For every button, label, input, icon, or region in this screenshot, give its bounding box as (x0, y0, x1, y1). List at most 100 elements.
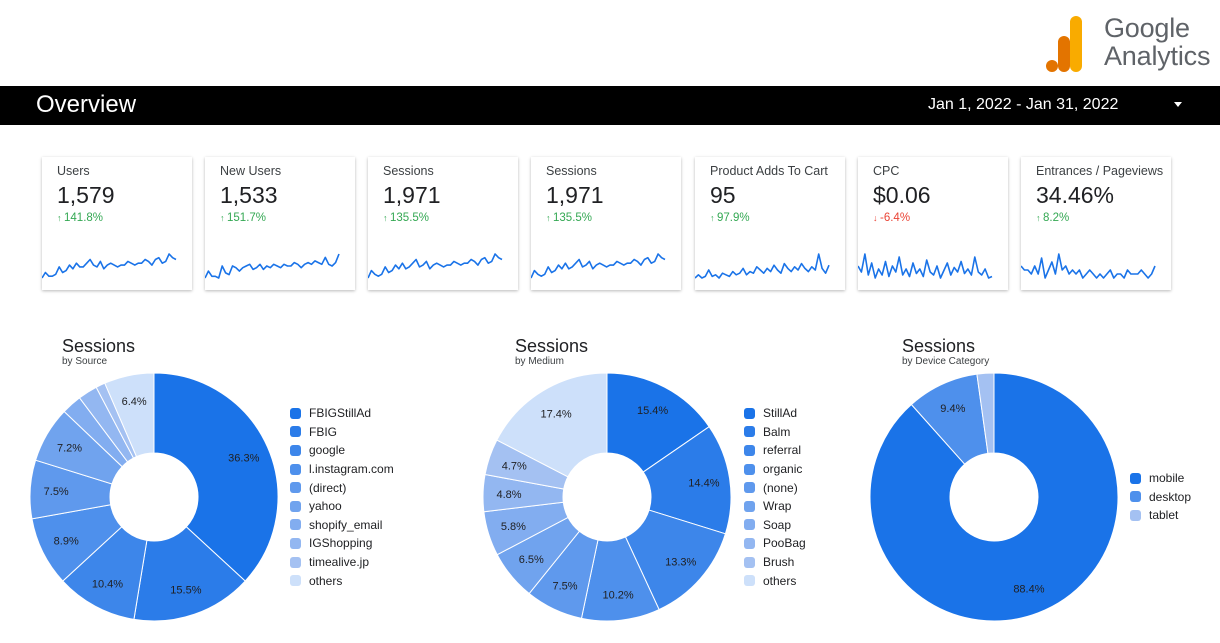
legend-swatch (290, 444, 301, 456)
scorecard-change-value: 141.8% (64, 212, 104, 224)
legend-item[interactable]: others (290, 571, 394, 590)
legend-item[interactable]: timealive.jp (290, 553, 394, 572)
donut-chart[interactable]: 36.3% 15.5% 10.4% 8.9% 7.5% 7.2% 6.4% (28, 371, 280, 623)
legend-swatch (744, 444, 755, 456)
donut-slice[interactable] (624, 509, 727, 611)
scorecard-change: ↑ 151.7% (220, 212, 266, 224)
chart-subtitle: by Source (62, 356, 108, 367)
scorecard-change: ↑ 135.5% (546, 212, 592, 224)
legend-label: FBIGStillAd (309, 406, 372, 421)
legend-swatch (744, 407, 755, 419)
sparkline-chart (858, 253, 993, 279)
scorecard-label: Users (57, 164, 90, 178)
slice-label: 6.5% (519, 554, 544, 566)
date-range-picker[interactable]: Jan 1, 2022 - Jan 31, 2022 (928, 96, 1119, 113)
arrow-up-icon: ↑ (220, 213, 228, 223)
legend-item[interactable]: FBIGStillAd (290, 404, 394, 423)
slice-label: 36.3% (228, 453, 259, 465)
sparkline-series (531, 253, 666, 279)
donut-slice[interactable] (496, 372, 608, 478)
scorecard[interactable]: CPC $0.06 ↓ -6.4% (858, 157, 1008, 290)
slice-label: 7.5% (552, 581, 577, 593)
scorecard-value: 34.46% (1036, 182, 1115, 208)
chart-legend: mobile desktop tablet (1130, 469, 1191, 525)
legend-item[interactable]: Wrap (744, 497, 806, 516)
donut-slice[interactable] (976, 372, 995, 454)
legend-swatch (744, 463, 755, 475)
legend-item[interactable]: yahoo (290, 497, 394, 516)
legend-item[interactable]: Soap (744, 516, 806, 535)
scorecard-value: 1,971 (383, 182, 441, 208)
donut-chart[interactable]: 15.4% 14.4% 13.3% 10.2% 7.5% 6.5% 5.8% 4.8% 4.7%… (481, 371, 733, 623)
chevron-down-icon[interactable] (1174, 102, 1182, 107)
legend-item[interactable]: tablet (1130, 506, 1191, 525)
sparkline-chart (531, 253, 666, 279)
scorecard-change-value: -6.4% (880, 212, 911, 224)
legend-label: referral (763, 443, 802, 458)
chart-title: Sessions (515, 336, 589, 356)
legend-item[interactable]: (direct) (290, 478, 394, 497)
legend-label: IGShopping (309, 536, 373, 551)
chart-legend: FBIGStillAd FBIG google l.instagram.com (dir… (290, 404, 394, 590)
legend-label: others (309, 573, 343, 588)
slice-label: 9.4% (940, 403, 965, 415)
scorecard[interactable]: Sessions 1,971 ↑ 135.5% (531, 157, 681, 290)
scorecard-change: ↑ 97.9% (710, 212, 750, 224)
legend-item[interactable]: desktop (1130, 488, 1191, 507)
arrow-down-icon: ↓ (873, 213, 881, 223)
scorecard[interactable]: Product Adds To Cart 95 ↑ 97.9% (695, 157, 845, 290)
donut-slice[interactable] (153, 372, 279, 582)
legend-item[interactable]: referral (744, 441, 806, 460)
scorecard[interactable]: New Users 1,533 ↑ 151.7% (205, 157, 355, 290)
legend-label: mobile (1149, 471, 1185, 486)
legend-swatch (290, 482, 301, 494)
legend-item[interactable]: others (744, 571, 806, 590)
donut-slice[interactable] (133, 526, 246, 622)
legend-label: shopify_email (309, 517, 383, 532)
legend-item[interactable]: (none) (744, 478, 806, 497)
legend-swatch (744, 556, 755, 568)
google-analytics-logo: Google Analytics (1044, 14, 1214, 76)
slice-label: 6.4% (122, 396, 147, 408)
legend-label: Balm (763, 424, 791, 439)
legend-swatch (290, 519, 301, 531)
legend-item[interactable]: shopify_email (290, 516, 394, 535)
scorecard-change-value: 8.2% (1043, 212, 1070, 224)
chart-subtitle: by Device Category (902, 356, 990, 367)
scorecard-value: 1,971 (546, 182, 604, 208)
legend-item[interactable]: google (290, 441, 394, 460)
donut-chart[interactable]: 88.4% 9.4% (868, 371, 1120, 623)
legend-label: organic (763, 462, 803, 477)
sparkline-series (1021, 253, 1156, 279)
scorecard[interactable]: Users 1,579 ↑ 141.8% (42, 157, 192, 290)
scorecard-change-value: 151.7% (227, 212, 267, 224)
legend-item[interactable]: FBIG (290, 423, 394, 442)
slice-label: 4.8% (497, 489, 522, 501)
scorecard-value: $0.06 (873, 182, 931, 208)
legend-swatch (744, 575, 755, 587)
donut-slice[interactable] (869, 372, 1119, 622)
legend-item[interactable]: StillAd (744, 404, 806, 423)
slice-label: 10.2% (602, 589, 633, 601)
legend-item[interactable]: mobile (1130, 469, 1191, 488)
legend-item[interactable]: Balm (744, 423, 806, 442)
legend-swatch (1130, 472, 1141, 484)
brand-line2: Analytics (1104, 41, 1211, 71)
donut-slice[interactable] (642, 425, 732, 535)
sparkline-chart (1021, 253, 1156, 279)
donut-slice[interactable] (104, 372, 155, 458)
scorecard-change: ↑ 8.2% (1036, 212, 1069, 224)
legend-item[interactable]: PooBag (744, 534, 806, 553)
legend-item[interactable]: organic (744, 460, 806, 479)
legend-swatch (1130, 509, 1141, 521)
legend-item[interactable]: l.instagram.com (290, 460, 394, 479)
legend-swatch (290, 426, 301, 438)
arrow-up-icon: ↑ (710, 213, 718, 223)
donut-slice[interactable] (606, 372, 710, 473)
legend-label: (none) (763, 480, 798, 495)
scorecard[interactable]: Sessions 1,971 ↑ 135.5% (368, 157, 518, 290)
scorecard-change: ↑ 135.5% (383, 212, 429, 224)
legend-item[interactable]: IGShopping (290, 534, 394, 553)
scorecard[interactable]: Entrances / Pageviews 34.46% ↑ 8.2% (1021, 157, 1171, 290)
legend-item[interactable]: Brush (744, 553, 806, 572)
